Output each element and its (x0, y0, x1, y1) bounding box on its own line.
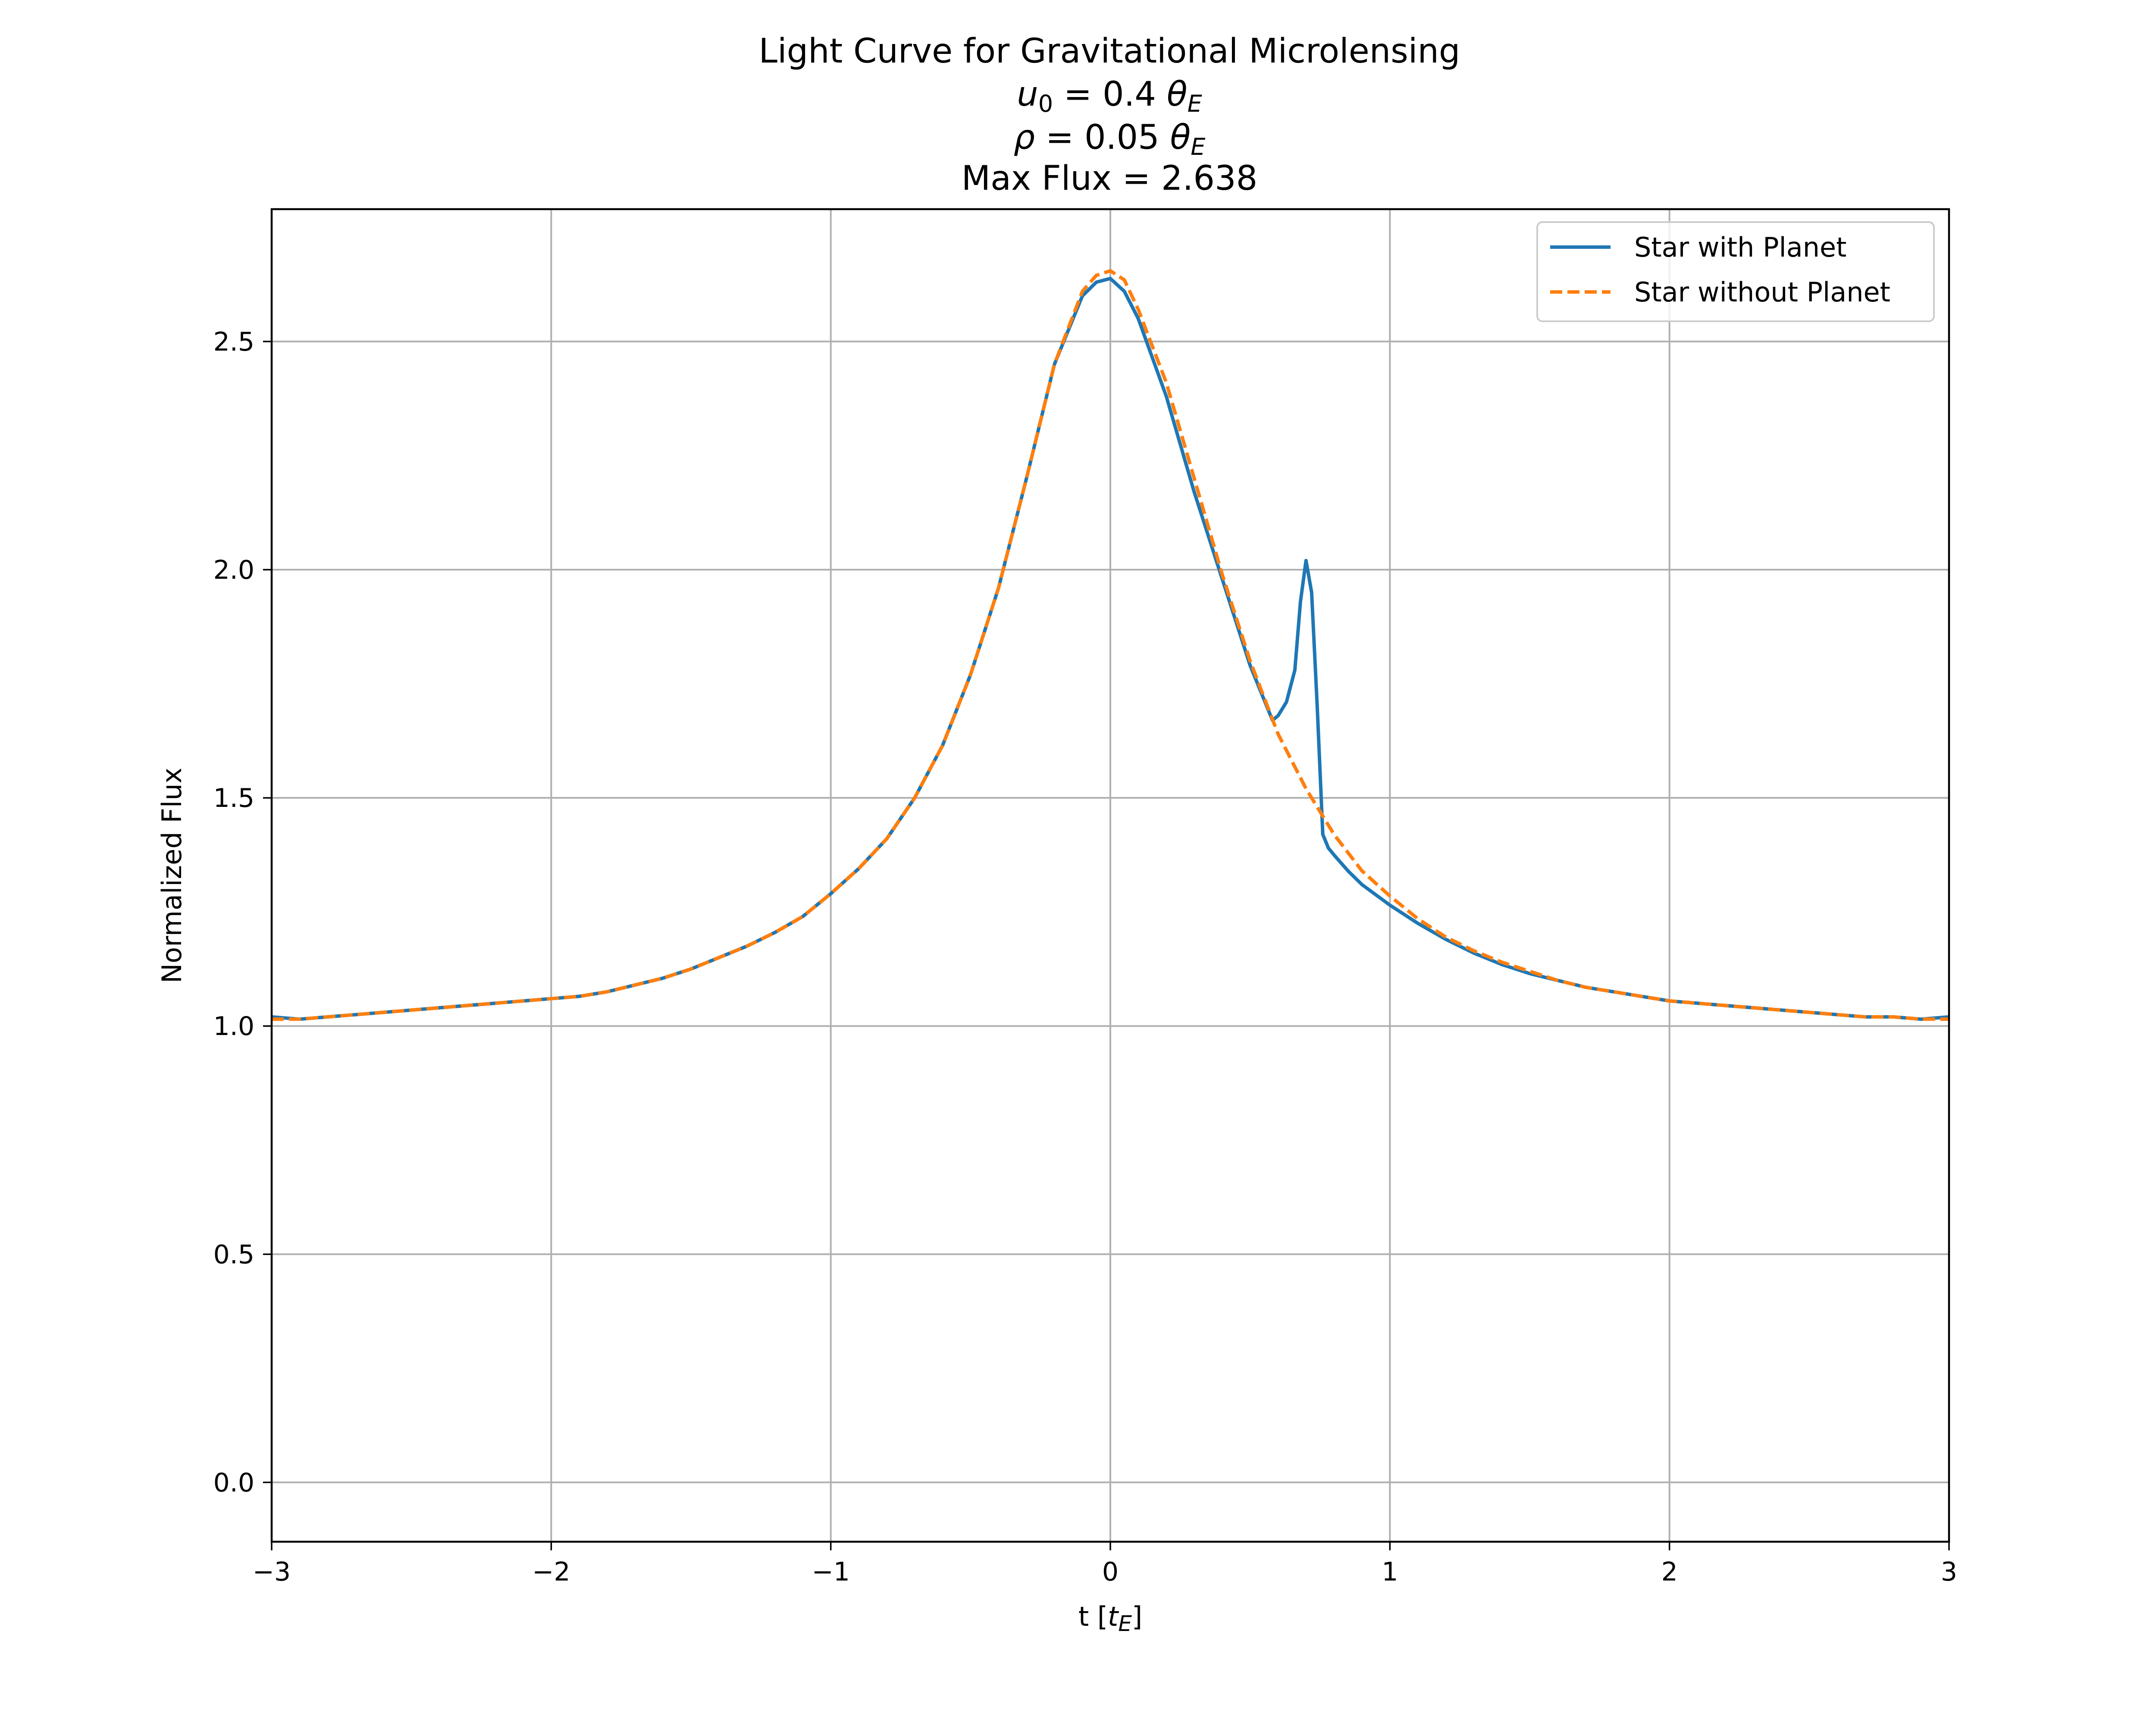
title-line-3: ρ = 0.05 θE (1014, 118, 1206, 160)
x-tick-label: 2 (1661, 1557, 1678, 1587)
legend-label-star-with-planet: Star with Planet (1634, 232, 1846, 263)
x-axis-label: t [tE] (1078, 1601, 1142, 1636)
x-tick-label: −1 (812, 1557, 849, 1587)
title-line-2: u0 = 0.4 θE (1017, 75, 1202, 117)
series-lines (271, 269, 1949, 1021)
axis-ticks: −3 −2 −1 0 1 2 3 0.0 0.5 1.0 1.5 2.0 2.5 (213, 327, 1958, 1587)
y-tick-label: 0.0 (213, 1468, 254, 1498)
legend-label-star-without-planet: Star without Planet (1634, 276, 1890, 308)
y-axis-label: Normalized Flux (156, 768, 188, 983)
legend: Star with Planet Star without Planet (1536, 221, 1935, 322)
grid-lines (271, 209, 1950, 1542)
x-tick-label: 0 (1102, 1557, 1119, 1587)
y-tick-label: 2.0 (213, 555, 254, 585)
x-tick-label: 1 (1382, 1557, 1398, 1587)
y-tick-label: 0.5 (213, 1239, 254, 1270)
title-line-1: Light Curve for Gravitational Microlensi… (759, 32, 1460, 71)
y-tick-label: 1.0 (213, 1011, 254, 1041)
x-tick-label: −2 (532, 1557, 570, 1587)
title-line-4: Max Flux = 2.638 (962, 159, 1257, 198)
series-line-star-without-planet (272, 269, 1949, 1021)
y-tick-label: 2.5 (213, 327, 254, 357)
legend-box (1536, 221, 1935, 322)
y-tick-label: 1.5 (213, 783, 254, 813)
chart-title: Light Curve for Gravitational Microlensi… (759, 32, 1460, 198)
x-tick-label: −3 (253, 1557, 291, 1587)
x-tick-label: 3 (1941, 1557, 1957, 1587)
